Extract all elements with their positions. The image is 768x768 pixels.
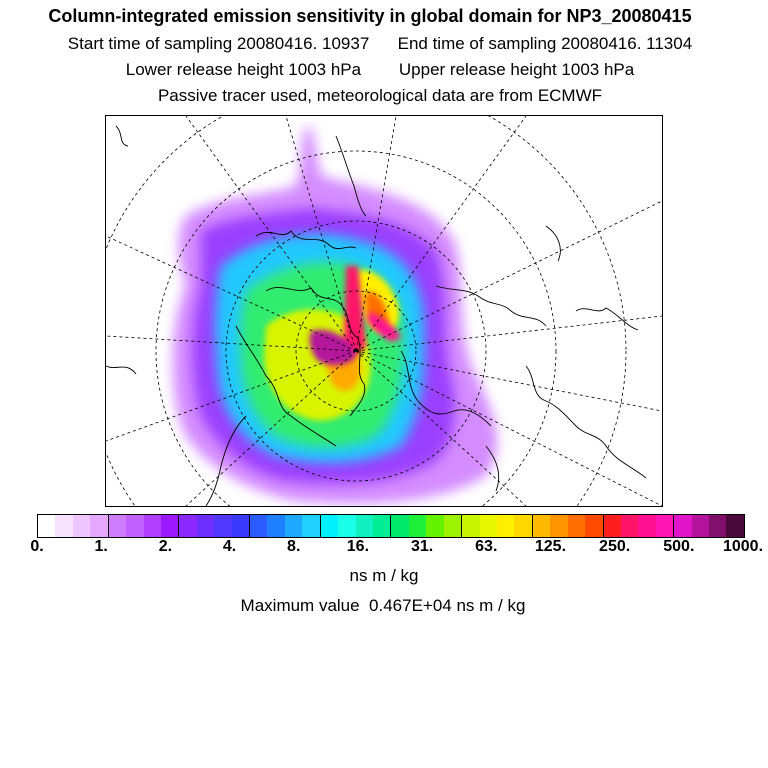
colorbar-segment: [709, 515, 727, 537]
field-red-core: [309, 266, 401, 366]
colorbar-segment: [373, 515, 392, 537]
maximum-value-label: Maximum value 0.467E+04 ns m / kg: [240, 596, 526, 615]
colorbar-segment: [603, 515, 621, 537]
colorbar-segment: [302, 515, 321, 537]
release-height-line: Lower release height 1003 hPa Upper rele…: [125, 60, 635, 79]
colorbar-segment: [38, 515, 56, 537]
colorbar-segment: [55, 515, 73, 537]
tick-label: 125.: [534, 538, 567, 555]
colorbar-segment: [126, 515, 144, 537]
sampling-time-line: Start time of sampling 20080416. 10937 E…: [67, 34, 693, 53]
colorbar-segment: [143, 515, 161, 537]
colorbar-segment: [550, 515, 568, 537]
colorbar-unit-label: ns m / kg: [349, 566, 419, 585]
colorbar-segment: [532, 515, 551, 537]
colorbar-segment: [284, 515, 303, 537]
colorbar-tick-labels: 0. 1. 2. 4. 8. 16. 31. 63. 125. 250. 500…: [0, 538, 768, 558]
colorbar-segment: [443, 515, 463, 537]
sensitivity-map: [105, 115, 663, 507]
tick-label: 1000.: [722, 538, 764, 555]
colorbar-segment: [108, 515, 127, 537]
tick-label: 0.: [30, 538, 44, 555]
colorbar-segment: [408, 515, 427, 537]
tick-label: 31.: [410, 538, 434, 555]
tick-label: 250.: [599, 538, 631, 555]
colorbar-segment: [496, 515, 515, 537]
colorbar-segment: [462, 515, 480, 537]
tracer-info-line: Passive tracer used, meteorological data…: [157, 86, 603, 105]
tick-label: 500.: [663, 538, 695, 555]
colorbar-segment: [585, 515, 604, 537]
colorbar-segment: [338, 515, 356, 537]
colorbar-segment: [214, 515, 232, 537]
colorbar-segment: [620, 515, 639, 537]
tick-label: 2.: [158, 538, 173, 555]
tick-label: 16.: [346, 538, 370, 555]
colorbar-segment: [726, 515, 744, 537]
colorbar-segment: [267, 515, 285, 537]
colorbar-segment: [479, 515, 497, 537]
colorbar-segment: [72, 515, 91, 537]
plot-title: Column-integrated emission sensitivity i…: [48, 6, 692, 26]
colorbar: [37, 514, 745, 538]
tick-label: 4.: [222, 538, 237, 555]
colorbar-segment: [391, 515, 409, 537]
map-canvas: [106, 116, 662, 506]
colorbar-segment: [90, 515, 109, 537]
colorbar-segment: [196, 515, 215, 537]
colorbar-segment: [320, 515, 339, 537]
colorbar-segment: [674, 515, 692, 537]
colorbar-segment: [691, 515, 710, 537]
colorbar-segment: [160, 515, 180, 537]
colorbar-segment: [655, 515, 675, 537]
colorbar-segment: [179, 515, 197, 537]
tick-label: 1.: [94, 538, 108, 555]
tick-label: 63.: [475, 538, 498, 555]
colorbar-segment: [567, 515, 586, 537]
colorbar-segment: [426, 515, 444, 537]
tick-label: 8.: [287, 538, 301, 555]
colorbar-segment: [638, 515, 656, 537]
colorbar-segment: [355, 515, 374, 537]
coastlines: [106, 125, 647, 506]
graticule: [106, 116, 662, 506]
colorbar-segment: [250, 515, 268, 537]
colorbar-segment: [231, 515, 251, 537]
colorbar-segment: [514, 515, 533, 537]
